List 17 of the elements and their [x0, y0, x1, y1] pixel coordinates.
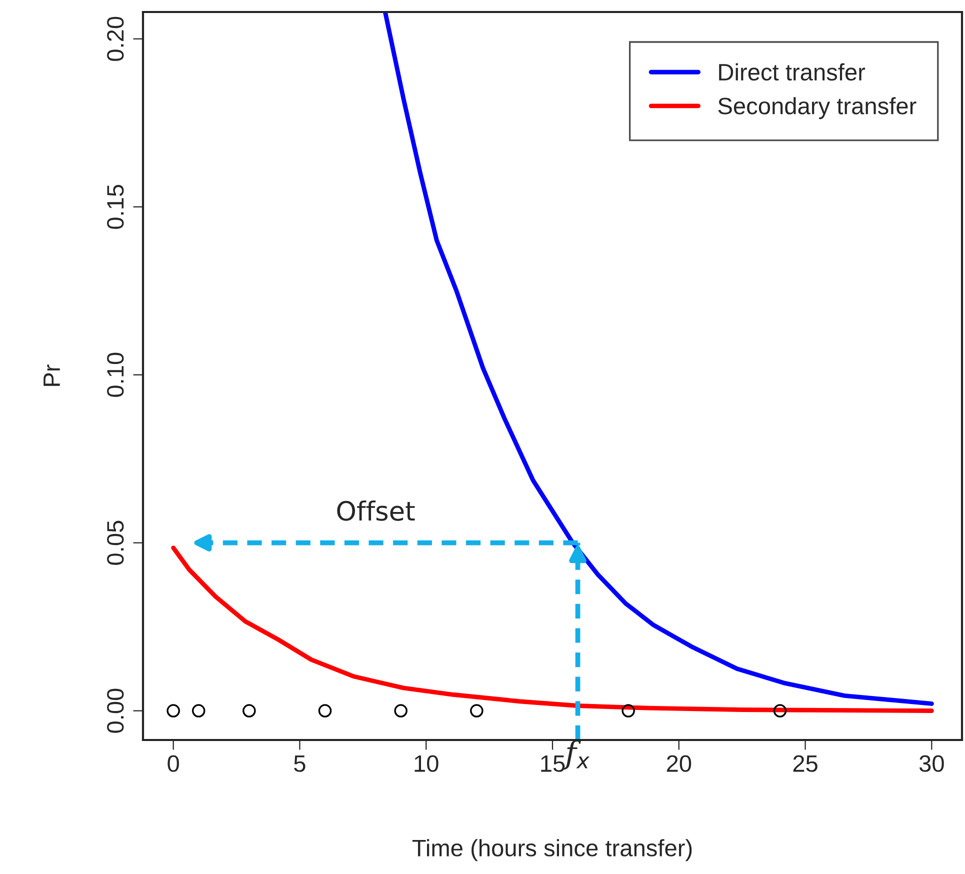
x-tick-label: 10 [414, 755, 438, 772]
y-tick-label: 0.00 [107, 688, 124, 733]
y-tick-label: 0.10 [107, 352, 124, 397]
x-tick-label: 20 [666, 755, 692, 772]
y-axis-title: Pr [44, 364, 60, 386]
x-tick-label: 15 [541, 755, 565, 772]
x-tick-label: 5 [294, 755, 306, 772]
x-tick-label: 0 [168, 755, 179, 772]
y-tick-label: 0.15 [107, 184, 124, 229]
y-tick-label: 0.05 [107, 520, 124, 565]
x-axis-title: Time (hours since transfer) [412, 839, 692, 862]
x-tick-label: 30 [919, 755, 944, 772]
legend-label: Secondary transfer [718, 97, 916, 120]
y-tick-label: 0.20 [107, 16, 124, 61]
ref-line-label: Offset [337, 500, 415, 521]
x-tick-label: 25 [793, 755, 818, 772]
legend-label: Direct transfer [719, 63, 866, 81]
